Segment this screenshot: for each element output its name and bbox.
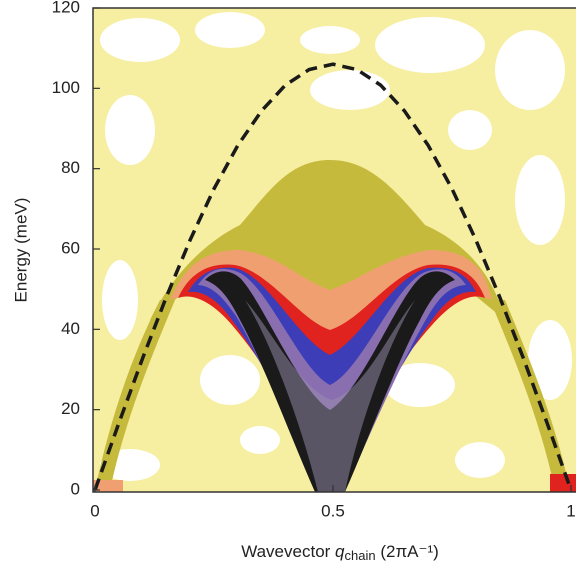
x-axis-label-unit: (2πA⁻¹) (380, 542, 438, 561)
x-tick-label: 0.5 (321, 501, 345, 520)
x-axis-label: Wavevector qchain (2πA⁻¹) (241, 542, 439, 565)
dispersion-curve (93, 62, 573, 491)
y-tick-label: 120 (52, 0, 80, 16)
y-tick-label: 40 (61, 319, 80, 338)
y-tick-label: 100 (52, 78, 80, 97)
y-axis-label: Energy (meV) (11, 198, 30, 303)
contour-field (93, 8, 576, 492)
x-axis-label-text: Wavevector (241, 542, 330, 561)
y-tick-label: 60 (61, 238, 80, 257)
y-tick-label: 20 (61, 399, 80, 418)
y-tick-label: 0 (71, 479, 80, 498)
x-axis-label-subscript: chain (345, 548, 376, 563)
x-tick-label: 1 (566, 501, 575, 520)
x-tick-label: 0 (90, 501, 99, 520)
y-tick-label: 80 (61, 158, 80, 177)
plot-frame (92, 7, 576, 493)
x-axis-label-symbol: q (335, 542, 345, 561)
